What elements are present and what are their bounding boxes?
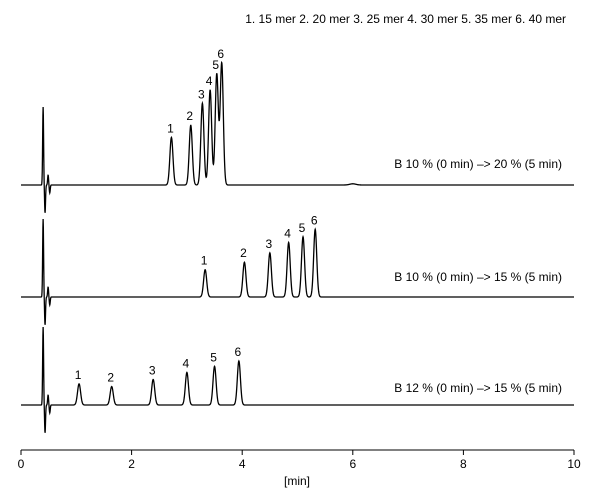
trace-line-1	[21, 60, 574, 213]
peak-label: 6	[217, 47, 224, 61]
x-axis: 0 2 4 6 8 10	[18, 449, 581, 471]
x-tick-label: 10	[567, 457, 581, 471]
x-tick-label: 6	[349, 457, 356, 471]
peak-label: 1	[75, 368, 82, 382]
x-tick-label: 4	[239, 457, 246, 471]
peak-label: 4	[206, 74, 213, 88]
legend-text: 1. 15 mer 2. 20 mer 3. 25 mer 4. 30 mer …	[245, 12, 566, 26]
trace-condition-label: B 12 % (0 min) –> 15 % (5 min)	[394, 381, 562, 395]
peak-label: 5	[299, 221, 306, 235]
trace-3: 1 2 3 4 5 6 B 12 % (0 min) –> 15 % (5 min)	[21, 326, 574, 433]
trace-line-3	[21, 326, 574, 433]
peak-label: 4	[183, 356, 190, 370]
trace-line-2	[21, 218, 574, 325]
x-tick-label: 0	[18, 457, 25, 471]
peak-label: 5	[210, 350, 217, 364]
peak-label: 3	[266, 237, 273, 251]
peak-label: 6	[311, 213, 318, 227]
trace-condition-label: B 10 % (0 min) –> 15 % (5 min)	[394, 270, 562, 284]
x-tick-label: 2	[128, 457, 135, 471]
peak-label: 2	[107, 371, 114, 385]
peak-label: 6	[235, 345, 242, 359]
peak-label: 3	[149, 363, 156, 377]
trace-2: 1 2 34 56 B 10 % (0 min) –> 15 % (5 min)	[21, 213, 574, 325]
trace-condition-label: B 10 % (0 min) –> 20 % (5 min)	[394, 157, 562, 171]
peak-label: 2	[186, 109, 193, 123]
peak-label: 5	[212, 58, 219, 72]
peak-label: 1	[167, 121, 174, 135]
peak-label: 3	[198, 87, 205, 101]
peak-label: 4	[284, 226, 291, 240]
x-tick-label: 8	[460, 457, 467, 471]
x-axis-label: [min]	[284, 474, 310, 488]
peak-label: 2	[240, 246, 247, 260]
peak-label: 1	[201, 254, 208, 268]
